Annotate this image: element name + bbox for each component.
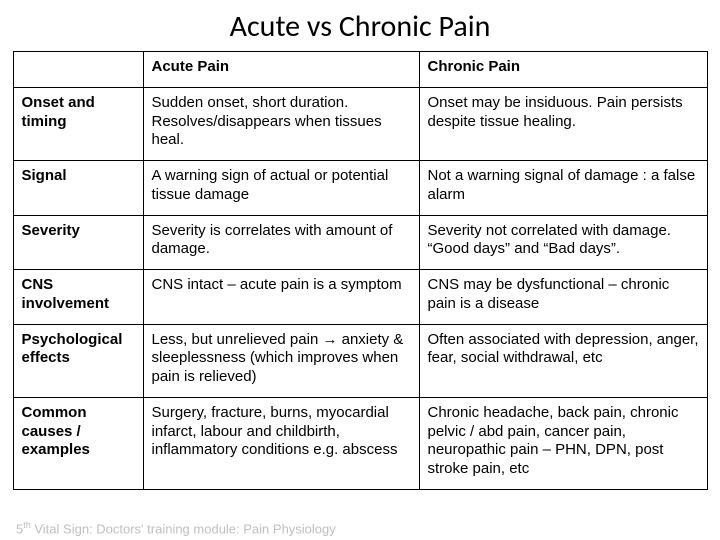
cell-acute: Surgery, fracture, burns, myocardial inf… bbox=[143, 397, 419, 489]
cell-acute: Severity is correlates with amount of da… bbox=[143, 215, 419, 270]
table-row: Onset and timing Sudden onset, short dur… bbox=[13, 87, 707, 160]
header-acute: Acute Pain bbox=[143, 52, 419, 88]
row-label: Psychological effects bbox=[13, 324, 143, 397]
table-row: Severity Severity is correlates with amo… bbox=[13, 215, 707, 270]
cell-chronic: CNS may be dysfunctional – chronic pain … bbox=[419, 270, 707, 325]
cell-acute: A warning sign of actual or potential ti… bbox=[143, 161, 419, 216]
footer-text: 5th Vital Sign: Doctors' training module… bbox=[16, 520, 336, 536]
footer-sup: th bbox=[23, 520, 31, 530]
table-row: CNS involvement CNS intact – acute pain … bbox=[13, 270, 707, 325]
row-label: Signal bbox=[13, 161, 143, 216]
table-row: Common causes / examples Surgery, fractu… bbox=[13, 397, 707, 489]
header-empty bbox=[13, 52, 143, 88]
cell-chronic: Onset may be insiduous. Pain persists de… bbox=[419, 87, 707, 160]
cell-chronic: Often associated with depression, anger,… bbox=[419, 324, 707, 397]
row-label: Common causes / examples bbox=[13, 397, 143, 489]
row-label: CNS involvement bbox=[13, 270, 143, 325]
cell-acute: CNS intact – acute pain is a symptom bbox=[143, 270, 419, 325]
cell-chronic: Severity not correlated with damage. “Go… bbox=[419, 215, 707, 270]
cell-chronic: Not a warning signal of damage : a false… bbox=[419, 161, 707, 216]
table-header-row: Acute Pain Chronic Pain bbox=[13, 52, 707, 88]
table-row: Psychological effects Less, but unreliev… bbox=[13, 324, 707, 397]
table-row: Signal A warning sign of actual or poten… bbox=[13, 161, 707, 216]
row-label: Onset and timing bbox=[13, 87, 143, 160]
cell-acute: Sudden onset, short duration. Resolves/d… bbox=[143, 87, 419, 160]
comparison-table: Acute Pain Chronic Pain Onset and timing… bbox=[13, 51, 708, 490]
cell-chronic: Chronic headache, back pain, chronic pel… bbox=[419, 397, 707, 489]
header-chronic: Chronic Pain bbox=[419, 52, 707, 88]
cell-acute: Less, but unrelieved pain → anxiety & sl… bbox=[143, 324, 419, 397]
row-label: Severity bbox=[13, 215, 143, 270]
page-title: Acute vs Chronic Pain bbox=[0, 0, 720, 51]
footer-rest: Vital Sign: Doctors' training module: Pa… bbox=[31, 521, 336, 536]
